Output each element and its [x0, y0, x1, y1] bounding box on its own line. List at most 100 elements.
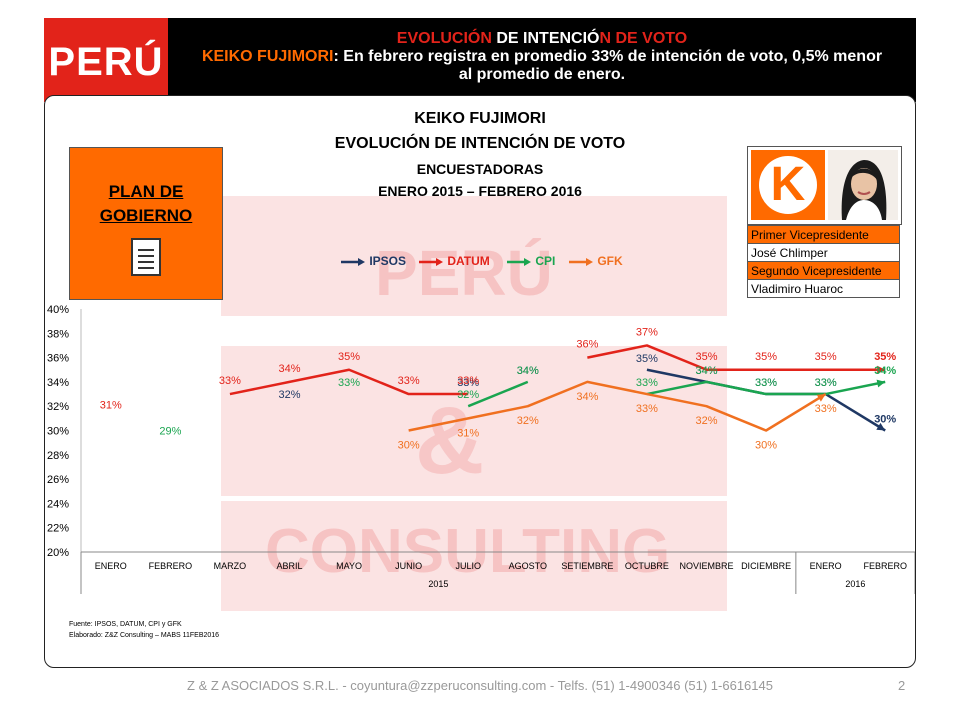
cpi-series-arrow: [876, 379, 886, 388]
x-tick-label: ENERO: [95, 561, 127, 571]
ipsos-data-label: 35%: [636, 353, 658, 365]
chart-period: ENERO 2015 – FEBRERO 2016: [378, 183, 582, 199]
x-tick-label: MARZO: [214, 561, 247, 571]
country-label: PERÚ: [48, 40, 164, 84]
watermark-block: [221, 346, 727, 496]
x-tick-label: ENERO: [810, 561, 842, 571]
ipsos-data-label: 33%: [755, 377, 777, 389]
y-tick-label: 34%: [47, 377, 69, 389]
datum-series-arrow: [877, 365, 886, 374]
gfk-data-label: 31%: [457, 427, 479, 439]
legend-arrow-icon: [569, 257, 593, 266]
cpi-series-line: [467, 380, 529, 408]
cpi-data-label: 34%: [874, 365, 896, 377]
page-number: 2: [898, 678, 906, 693]
cpi-data-label: 34%: [695, 365, 717, 377]
datum-series-line: [229, 368, 469, 396]
chart-title: EVOLUCIÓN DE INTENCIÓN DE VOTO: [334, 135, 626, 152]
vice-role-label: Segundo Vicepresidente: [747, 261, 900, 280]
chart-title-name: KEIKO FUJIMORI: [414, 110, 546, 127]
datum-data-label: 33%: [398, 375, 420, 387]
x-tick-label: FEBRERO: [863, 561, 907, 571]
cpi-data-label: 32%: [457, 389, 479, 401]
headline-banner: EVOLUCIÓN DE INTENCIÓN DE VOTO KEIKO FUJ…: [168, 18, 916, 102]
datum-data-label: 35%: [338, 351, 360, 363]
ipsos-data-label: 33%: [457, 377, 479, 389]
content-card: PERÚ & CONSULTING KEIKO FUJIMORI EVOLUCI…: [44, 95, 916, 668]
gfk-series-arrow: [816, 394, 826, 402]
gfk-data-label: 30%: [755, 440, 777, 452]
vice-name: Vladimiro Huaroc: [747, 279, 900, 298]
x-tick-label: NOVIEMBRE: [679, 561, 733, 571]
x-tick-label: AGOSTO: [509, 561, 547, 571]
ipsos-data-label: 33%: [815, 377, 837, 389]
cpi-data-label: 33%: [815, 377, 837, 389]
ipsos-series-arrow: [876, 422, 886, 431]
cpi-series-line: [646, 380, 886, 396]
x-tick-label: SETIEMBRE: [561, 561, 613, 571]
datum-data-label: 36%: [576, 339, 598, 351]
vice-role-label: Primer Vicepresidente: [747, 225, 900, 244]
cpi-data-label: 34%: [517, 365, 539, 377]
headline-part: N DE VOTO: [599, 30, 688, 47]
year-label: 2015: [428, 579, 448, 589]
legend-label: IPSOS: [369, 254, 407, 268]
y-tick-label: 36%: [47, 353, 69, 365]
datum-data-label: 34%: [278, 363, 300, 375]
datum-data-label: 35%: [755, 351, 777, 363]
source-note: Fuente: IPSOS, DATUM, CPI y GFK Elaborad…: [69, 619, 219, 641]
gfk-data-label: 30%: [398, 440, 420, 452]
legend-item-datum: DATUM: [418, 254, 490, 268]
year-label: 2016: [845, 579, 865, 589]
candidate-photo: [828, 150, 898, 220]
x-tick-label: JUNIO: [395, 561, 422, 571]
y-tick-label: 38%: [47, 328, 69, 340]
x-tick-label: DICIEMBRE: [741, 561, 791, 571]
headline-summary: KEIKO FUJIMORI: En febrero registra en p…: [168, 48, 916, 84]
x-tick-label: JULIO: [455, 561, 481, 571]
y-tick-label: 24%: [47, 498, 69, 510]
footer-contact: Z & Z ASOCIADOS S.R.L. - coyuntura@zzper…: [187, 678, 773, 693]
datum-data-label: 35%: [695, 351, 717, 363]
legend-arrow-icon: [419, 257, 443, 266]
cpi-data-label: 33%: [338, 377, 360, 389]
watermark-block: [221, 501, 727, 611]
y-tick-label: 30%: [47, 426, 69, 438]
legend-label: GFK: [597, 254, 623, 268]
y-tick-label: 22%: [47, 523, 69, 535]
ipsos-data-label: 32%: [278, 389, 300, 401]
ipsos-data-label: 30%: [874, 414, 896, 426]
gfk-data-label: 33%: [815, 403, 837, 415]
x-tick-label: FEBRERO: [149, 561, 193, 571]
cpi-data-label: 33%: [636, 377, 658, 389]
candidate-portrait-icon: [828, 150, 898, 220]
headline-text: : En febrero registra en promedio 33% de…: [333, 48, 883, 83]
y-tick-label: 28%: [47, 450, 69, 462]
gfk-data-label: 32%: [517, 415, 539, 427]
watermark-block: [221, 196, 727, 316]
candidate-box: K: [747, 146, 902, 225]
legend-label: DATUM: [447, 254, 490, 268]
legend-item-ipsos: IPSOS: [340, 254, 406, 268]
legend-arrow-icon: [507, 257, 531, 266]
headline-part: DE INTENCIÓ: [491, 30, 600, 47]
party-logo: K: [751, 150, 825, 220]
cpi-data-label: 33%: [755, 377, 777, 389]
x-tick-label: MAYO: [336, 561, 362, 571]
datum-data-label: 35%: [815, 351, 837, 363]
source-line: Elaborado: Z&Z Consulting – MABS 11FEB20…: [69, 632, 220, 639]
plan-label: PLAN DE GOBIERNO: [99, 182, 193, 225]
document-icon: [131, 238, 161, 276]
headline-title: EVOLUCIÓN DE INTENCIÓN DE VOTO: [168, 30, 916, 48]
datum-data-label: 35%: [874, 351, 896, 363]
plan-de-gobierno-button[interactable]: PLAN DE GOBIERNO: [69, 147, 223, 300]
legend-label: CPI: [535, 254, 556, 268]
datum-data-label: 33%: [457, 375, 479, 387]
vice-president-table: Primer Vicepresidente José Chlimper Segu…: [747, 225, 900, 298]
headline-candidate: KEIKO FUJIMORI: [201, 48, 334, 65]
datum-data-label: 31%: [100, 399, 122, 411]
datum-data-label: 33%: [219, 375, 241, 387]
gfk-series-line: [408, 380, 827, 432]
y-tick-label: 20%: [47, 547, 69, 559]
gfk-data-label: 33%: [636, 403, 658, 415]
